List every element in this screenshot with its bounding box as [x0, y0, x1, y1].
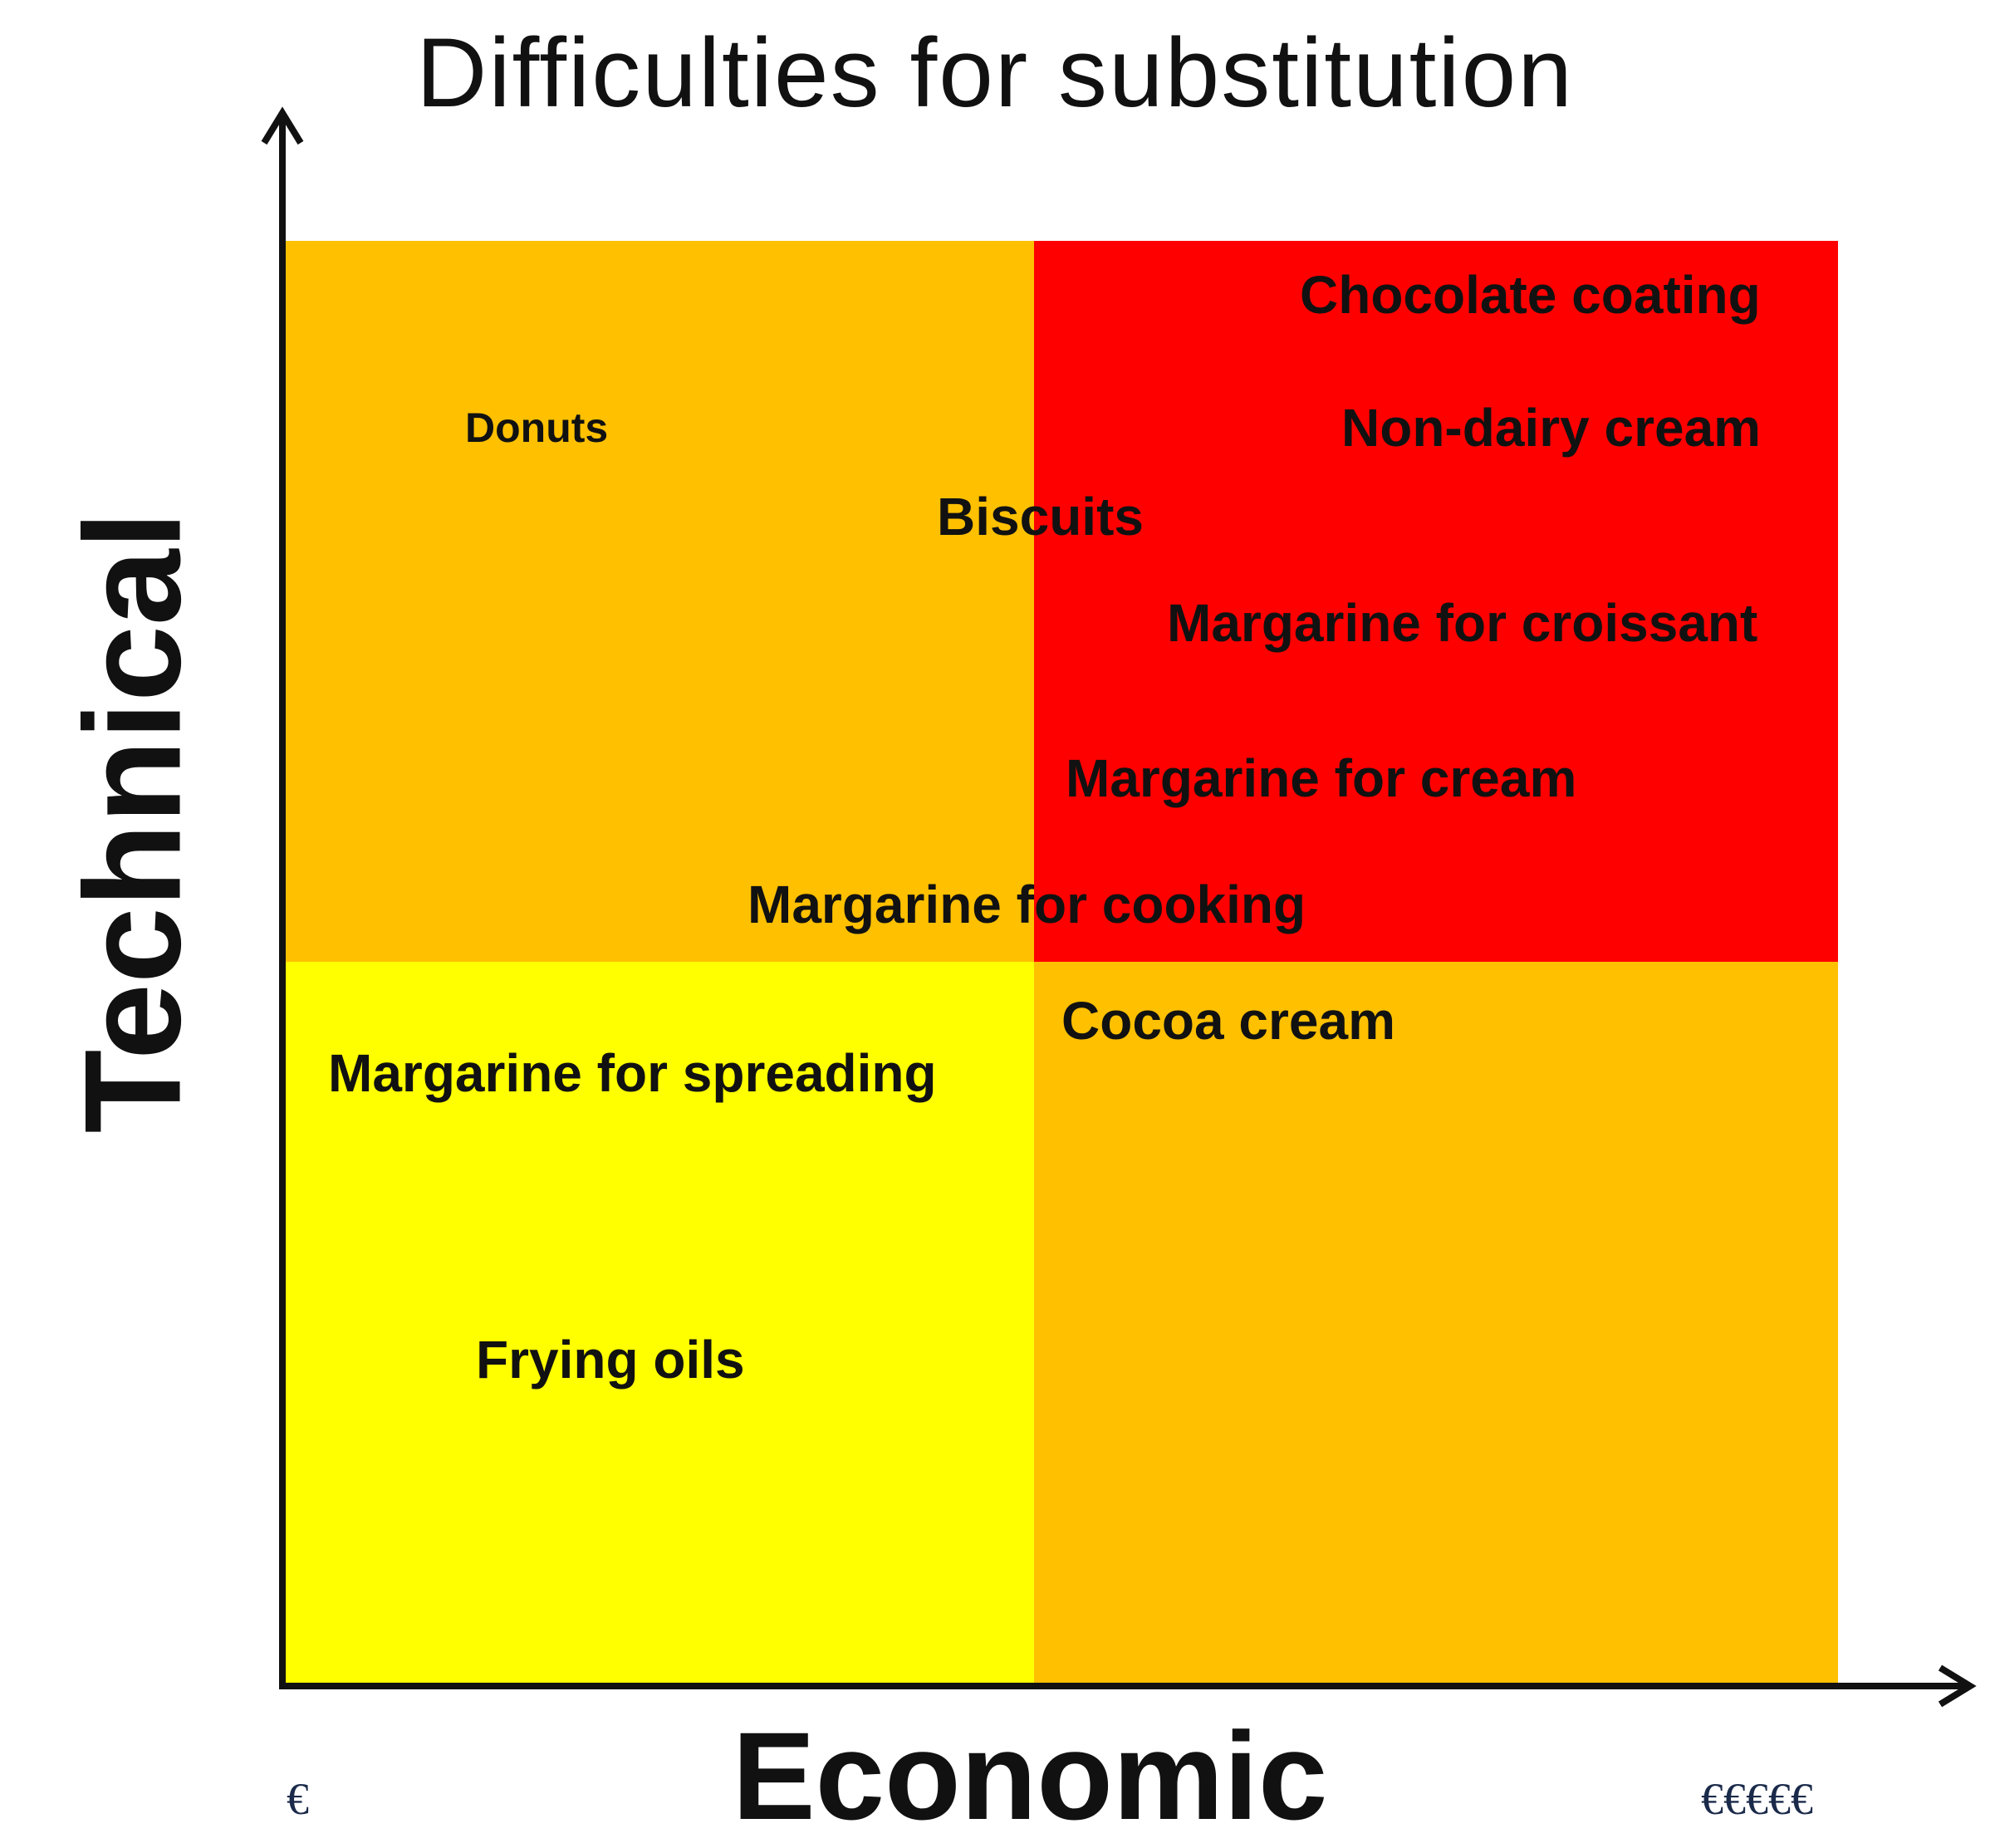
item-margarine-for-croissant: Margarine for croissant	[1167, 593, 1758, 653]
item-margarine-for-cream: Margarine for cream	[1066, 748, 1577, 808]
y-axis-arrowhead	[261, 106, 304, 145]
y-axis-label: Technical	[56, 511, 209, 1134]
item-donuts: Donuts	[465, 404, 609, 451]
item-margarine-for-spreading: Margarine for spreading	[328, 1043, 937, 1103]
x-axis-arrowhead	[1938, 1664, 1977, 1708]
item-biscuits: Biscuits	[937, 487, 1144, 547]
x-axis-label: Economic	[732, 1706, 1328, 1846]
item-margarine-for-cooking: Margarine for cooking	[747, 875, 1306, 934]
x-axis-min-tick: €	[287, 1774, 309, 1824]
quadrant-top-right	[1034, 241, 1838, 963]
item-frying-oils: Frying oils	[476, 1330, 745, 1390]
quadrant-top-left	[282, 241, 1037, 963]
item-cocoa-cream: Cocoa cream	[1061, 991, 1395, 1051]
x-axis-max-tick: €€€€€	[1701, 1774, 1813, 1824]
item-chocolate-coating: Chocolate coating	[1300, 265, 1761, 325]
quadrant-bottom-right	[1034, 962, 1838, 1683]
quadrant-bottom-left	[282, 962, 1037, 1683]
diagram-title: Difficulties for substitution	[416, 18, 1574, 128]
item-non-dairy-cream: Non-dairy cream	[1341, 398, 1762, 458]
